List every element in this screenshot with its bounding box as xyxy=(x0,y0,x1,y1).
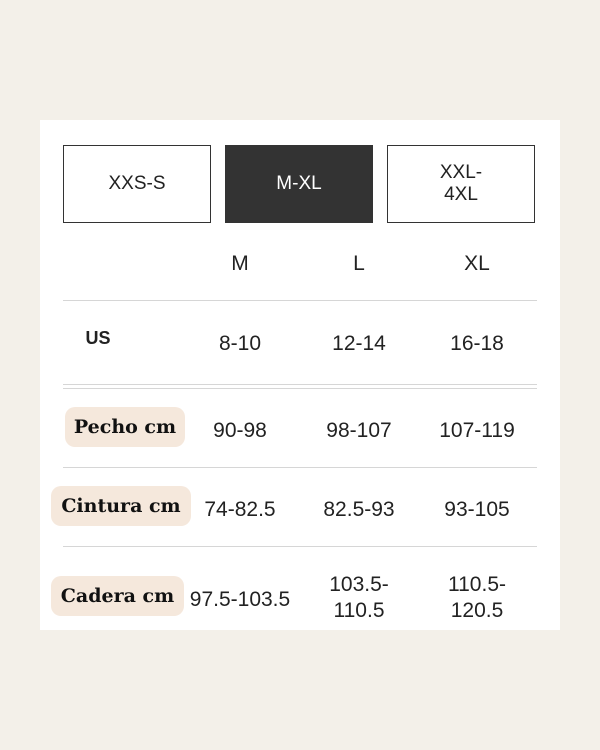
cell: 90-98 xyxy=(213,419,267,442)
row-label-pecho: Pecho cm xyxy=(65,407,185,447)
row-label-us: US xyxy=(85,328,111,348)
row-label-cadera: Cadera cm xyxy=(51,576,184,616)
divider xyxy=(63,546,537,547)
cell: 16-18 xyxy=(450,332,504,355)
tab-xxl-4xl[interactable]: XXL- 4XL xyxy=(387,145,535,223)
divider xyxy=(63,300,537,301)
cell: 98-107 xyxy=(326,419,392,442)
divider xyxy=(63,384,537,385)
column-header-xl: XL xyxy=(464,252,490,275)
cell: 103.5- 110.5 xyxy=(329,573,389,622)
tab-m-xl[interactable]: M-XL xyxy=(225,145,373,223)
cell: 8-10 xyxy=(218,332,262,355)
cell: 74-82.5 xyxy=(204,498,276,521)
tab-xxs-s[interactable]: XXS-S xyxy=(63,145,211,223)
cell: 12-14 xyxy=(332,332,386,355)
divider xyxy=(63,388,537,389)
column-header-l: L xyxy=(353,252,365,275)
cell: 82.5-93 xyxy=(323,498,395,521)
cell: 97.5-103.5 xyxy=(189,588,291,611)
divider xyxy=(63,467,537,468)
cell: 93-105 xyxy=(444,498,510,521)
row-label-cintura: Cintura cm xyxy=(51,486,191,526)
column-header-m: M xyxy=(231,252,249,275)
size-chart-card: XXS-S M-XL XXL- 4XL M L XL US 8-10 12-14… xyxy=(40,120,560,630)
cell: 110.5- 120.5 xyxy=(448,573,506,622)
cell: 107-119 xyxy=(439,419,515,442)
